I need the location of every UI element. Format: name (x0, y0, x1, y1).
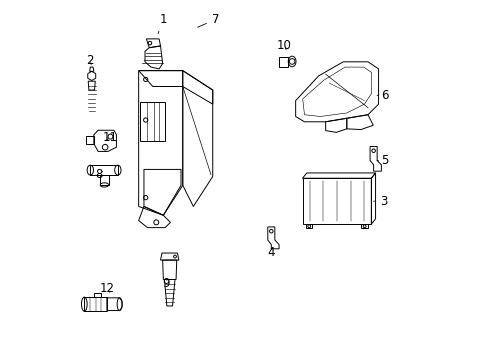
Text: 6: 6 (376, 89, 388, 102)
Text: 8: 8 (95, 168, 102, 181)
Bar (302, 178, 370, 224)
Text: 9: 9 (162, 276, 170, 289)
Text: 7: 7 (197, 13, 219, 27)
Text: 12: 12 (100, 282, 115, 295)
Text: 4: 4 (267, 246, 275, 259)
Text: 5: 5 (376, 154, 388, 167)
Text: 11: 11 (103, 131, 118, 144)
Bar (278, 57, 287, 67)
Text: 1: 1 (158, 13, 167, 33)
Text: 2: 2 (86, 54, 94, 67)
Text: 3: 3 (373, 195, 387, 208)
Text: 10: 10 (276, 39, 291, 52)
